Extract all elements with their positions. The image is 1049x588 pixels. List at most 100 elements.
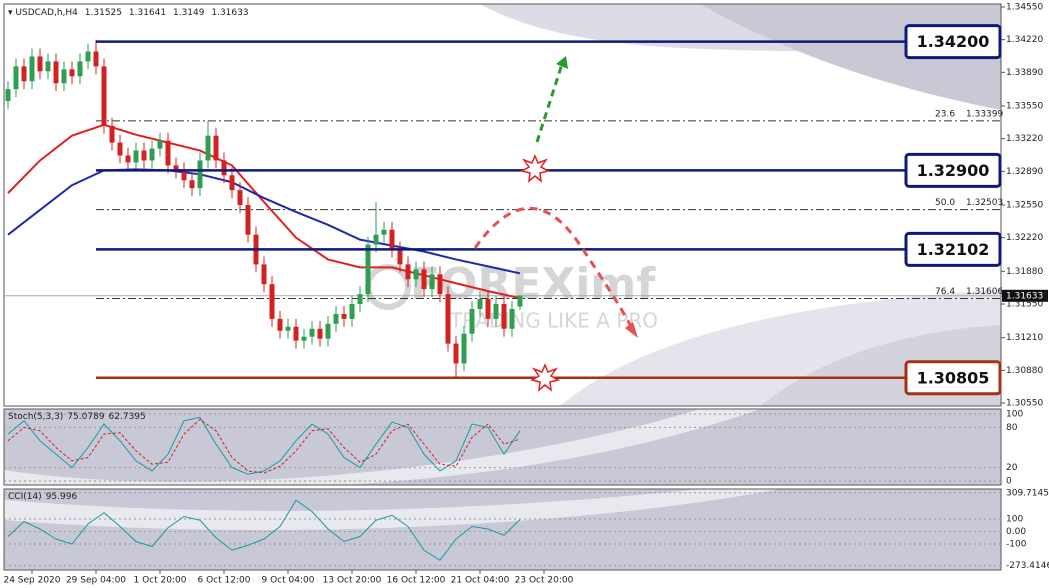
candle-body [205, 135, 211, 161]
y-tick-label: 1.30550 [1006, 399, 1043, 409]
candle-body [117, 142, 123, 156]
level-label: 1.30805 [917, 368, 990, 387]
y-tick-label: 1.34550 [1006, 2, 1043, 12]
forecast-arc [473, 206, 634, 331]
y-tick-label: 1.31210 [1006, 333, 1043, 343]
y-tick-label: 1.33550 [1006, 101, 1043, 111]
candle-body [197, 160, 203, 189]
panel-frame [3, 488, 1002, 571]
moving-average [7, 168, 521, 275]
level-box [904, 360, 1002, 396]
candle-body [157, 140, 163, 149]
indicator-tick-label: 100 [1006, 410, 1023, 420]
candle-body [21, 66, 27, 82]
candle-body [5, 89, 11, 102]
candle-body [389, 229, 395, 250]
candle-body [493, 304, 499, 319]
level-box [904, 231, 1002, 267]
candle-body [517, 295, 523, 307]
candle-body [501, 304, 507, 329]
fib-price: 1.31606 [966, 287, 1003, 297]
candle-body [141, 150, 147, 161]
fib-ratio: 23.6 [935, 109, 955, 119]
candle-body [109, 125, 115, 143]
panel-frame [3, 408, 1002, 486]
indicator-name: CCI(14) [8, 492, 42, 502]
candle-body [261, 264, 267, 285]
background-swoosh [4, 489, 1001, 570]
candle-body [173, 165, 179, 171]
candle-body [213, 135, 219, 161]
background-swoosh [4, 409, 1001, 485]
x-tick-label: 1 Oct 20:00 [134, 576, 187, 586]
indicator-tick-label: 80 [1006, 423, 1018, 433]
symbol-header: ▾ USDCAD,h,H4 1.31525 1.31641 1.3149 1.3… [8, 8, 249, 18]
candle-body [53, 61, 59, 84]
ohlc-open: 1.31525 [85, 8, 122, 18]
candle-body [61, 69, 67, 84]
candle-body [429, 274, 435, 290]
annotation-arrows [473, 56, 638, 392]
indicator-label: CCI(14) 95.996 [8, 492, 77, 502]
current-price-label: 1.31633 [1006, 291, 1043, 301]
candle-body [445, 294, 451, 344]
candle-body [245, 205, 251, 235]
candle-body [13, 66, 19, 90]
candle-body [37, 56, 43, 72]
indicator-panel [4, 413, 1001, 482]
candle-body [237, 190, 243, 205]
candle-body [405, 264, 411, 280]
level-box [904, 24, 1002, 60]
candle-body [69, 69, 75, 77]
candle-body [221, 160, 227, 176]
candle-body [437, 274, 443, 295]
candle-body [77, 61, 83, 77]
candle-body [373, 234, 379, 245]
y-tick-label: 1.30880 [1006, 366, 1043, 376]
x-tick-label: 9 Oct 04:00 [262, 576, 315, 586]
y-tick-label: 1.32550 [1006, 201, 1043, 211]
candle-body [509, 308, 515, 329]
main-panel [4, 39, 1001, 380]
candle-body [365, 244, 371, 295]
y-tick-label: 1.32890 [1006, 167, 1043, 177]
indicator-tick-label: 0 [1006, 476, 1012, 486]
indicator-line [7, 499, 521, 561]
x-tick-label: 23 Oct 20:00 [515, 576, 574, 586]
symbol: ▾ [8, 8, 15, 18]
candle-body [453, 343, 459, 364]
level-label: 1.34200 [917, 32, 990, 51]
up-arrowhead [556, 56, 568, 69]
candle-body [101, 66, 107, 126]
indicator-line [7, 418, 521, 474]
candle-body [381, 229, 387, 235]
candle-body [397, 249, 403, 265]
y-tick-label: 1.33890 [1006, 68, 1043, 78]
ohlc-high: 1.31641 [129, 8, 166, 18]
y-tick-label: 1.32220 [1006, 233, 1043, 243]
candle-body [125, 155, 131, 163]
x-tick-label: 13 Oct 20:00 [323, 576, 382, 586]
candle-body [133, 150, 139, 163]
moving-average [7, 123, 521, 300]
x-tick-label: 16 Oct 12:00 [387, 576, 446, 586]
indicator-value: 62.7395 [109, 412, 146, 422]
candle-body [309, 328, 315, 337]
y-tick-label: 1.34220 [1006, 35, 1043, 45]
plot-layer: 1.34550 1.34220 1.33890 1.33550 1.33220 1.328… [3, 2, 1049, 585]
candle-body [269, 284, 275, 319]
indicator-tick-label: 100 [1006, 515, 1023, 525]
fib-price: 1.33399 [966, 109, 1003, 119]
candle-body [181, 170, 187, 181]
current-price-box [1002, 289, 1048, 302]
indicator-name: Stoch(5,3,3) [8, 412, 63, 422]
symbol: USDCAD,h,H4 [15, 8, 78, 18]
x-tick-label: 6 Oct 12:00 [198, 576, 251, 586]
indicator-tick-label: -100 [1006, 540, 1027, 550]
indicator-tick-label: -273.4146 [1006, 561, 1049, 571]
ohlc-close: 1.31633 [211, 8, 248, 18]
indicator-tick-label: 309.7145 [1006, 488, 1049, 498]
up-arrow [535, 63, 564, 143]
candle-body [293, 326, 299, 341]
candle-body [45, 61, 51, 72]
